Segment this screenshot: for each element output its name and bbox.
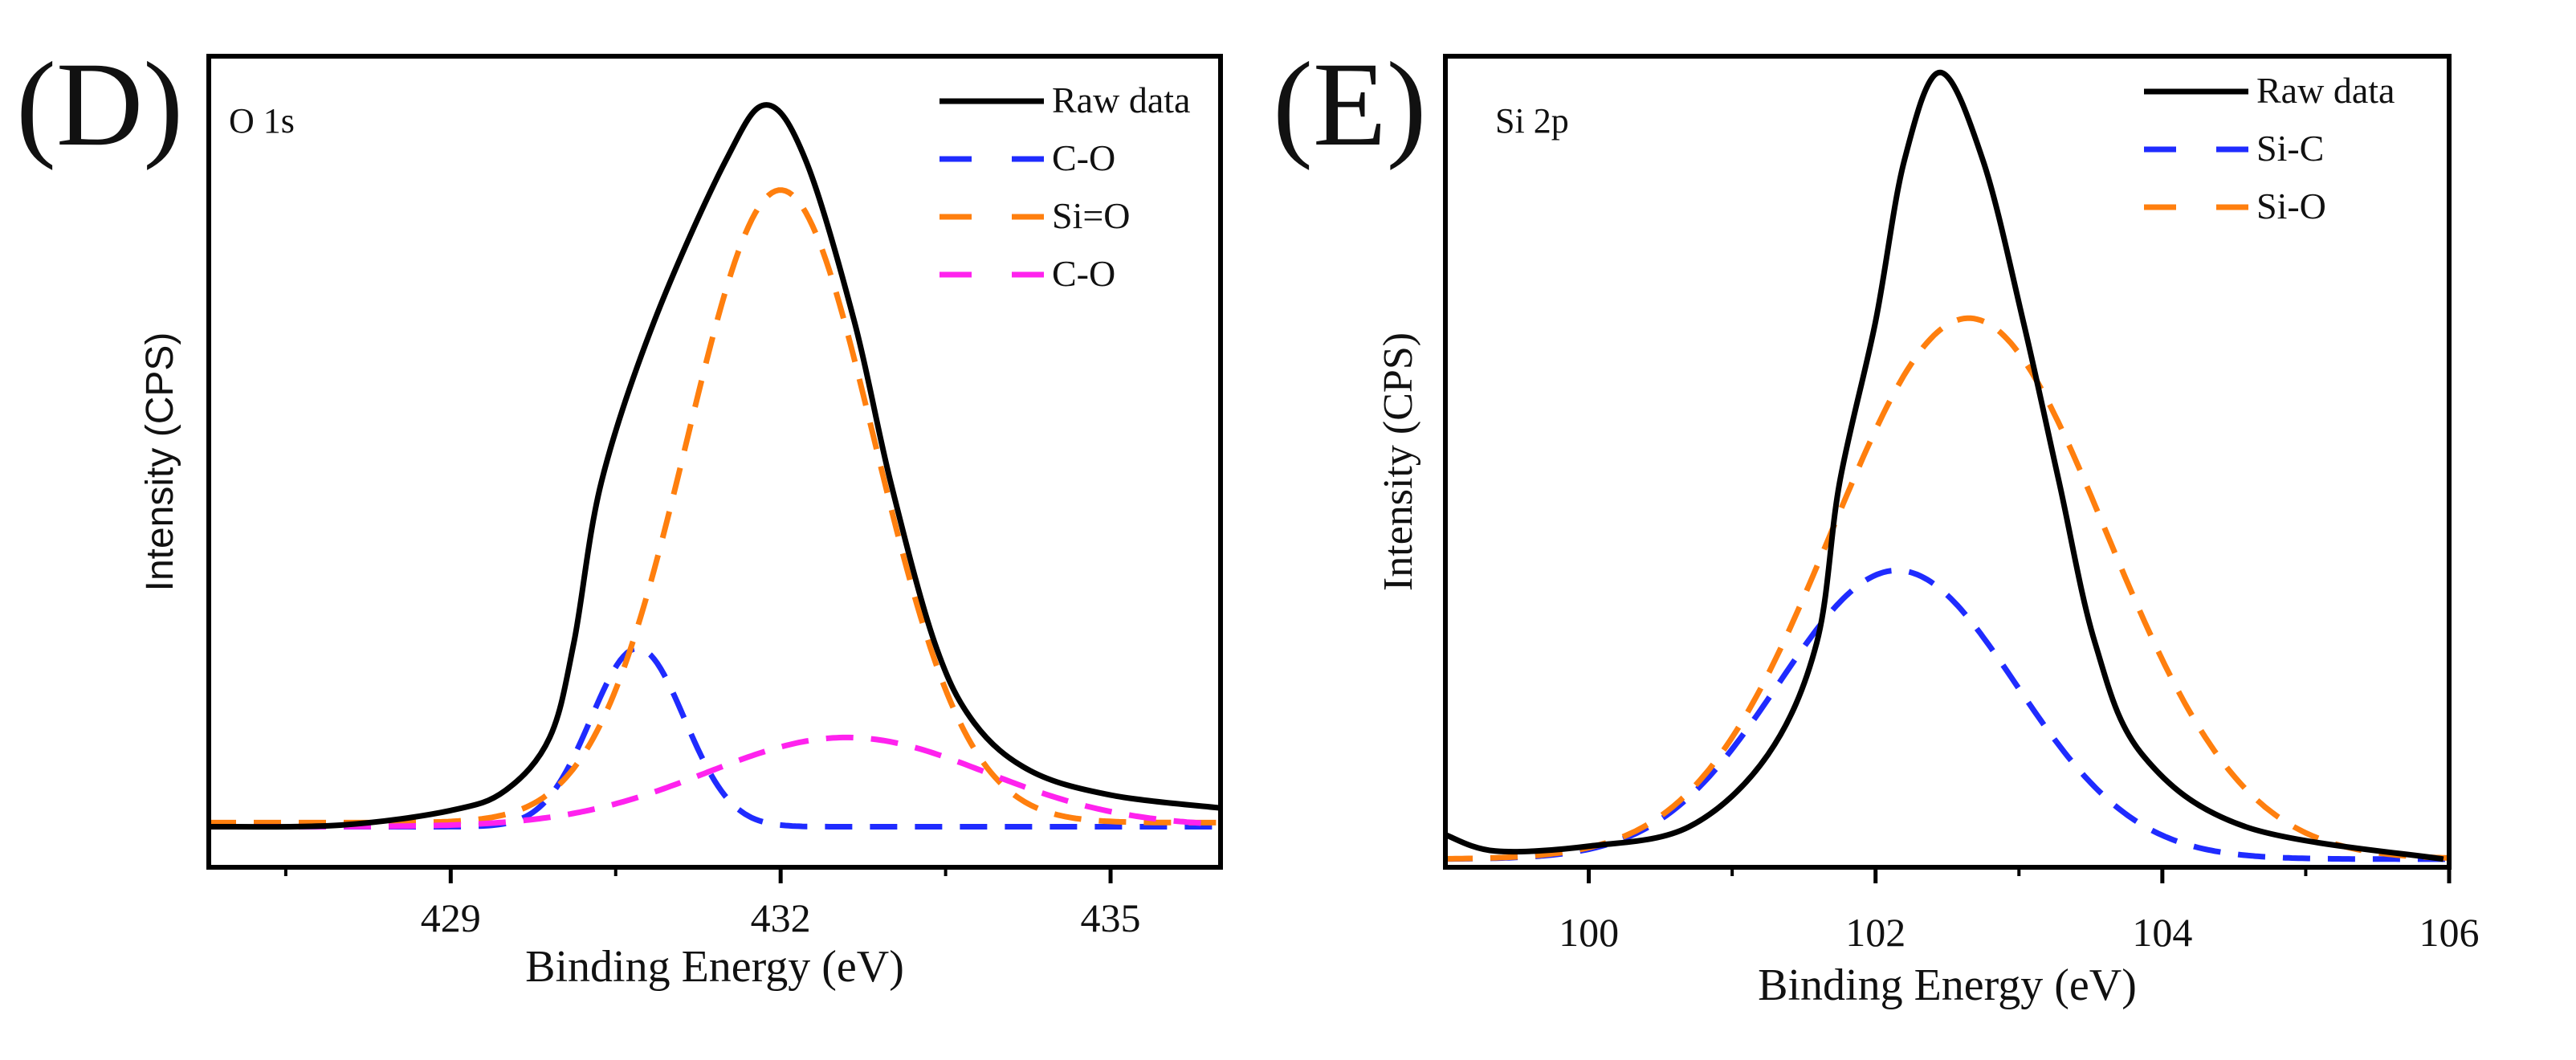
legend-label: C-O — [1052, 253, 1115, 294]
plot-frame — [1443, 54, 2452, 870]
panel-e-si2p: (E) Si 2p Binding Energy (eV) Intensity … — [1273, 38, 2480, 1010]
x-tick-label: 106 — [2419, 910, 2480, 955]
series-line-si-o — [1445, 315, 2449, 862]
legend-label: Si=O — [1052, 195, 1131, 236]
x-axis-label: Binding Energy (eV) — [525, 942, 904, 992]
series-line-si-c — [1445, 567, 2449, 862]
annotation: O 1s — [229, 101, 295, 141]
x-tick-label: 435 — [1081, 895, 1141, 940]
series-line-c-o — [209, 645, 1221, 830]
x-tick-label: 102 — [1845, 910, 1906, 955]
x-tick-label: 429 — [421, 895, 481, 940]
legend-label: Raw data — [1052, 80, 1190, 120]
series-line-c-o — [209, 734, 1221, 830]
legend-label: Si-C — [2256, 128, 2324, 169]
legend: Raw data Si-C Si-O — [2144, 70, 2395, 226]
legend: Raw data C-O Si=O C-O — [940, 80, 1190, 294]
panel-d-o1s: (D) O 1s Binding Energy (eV) Intensity (… — [16, 38, 1223, 992]
legend-label: Si-O — [2256, 186, 2326, 226]
panel-label: (D) — [16, 38, 183, 171]
x-tick-label: 432 — [751, 895, 811, 940]
series-line-raw-data — [209, 102, 1221, 830]
annotation: Si 2p — [1495, 101, 1569, 141]
legend-label: Raw data — [2256, 70, 2395, 111]
legend-label: C-O — [1052, 137, 1115, 178]
plot-area — [209, 102, 1221, 830]
x-tick-label: 104 — [2132, 910, 2192, 955]
y-axis-label: Intensity (CPS) — [139, 332, 181, 592]
x-axis-label: Binding Energy (eV) — [1758, 960, 2137, 1010]
plot-area — [1445, 69, 2449, 862]
plot-frame — [206, 54, 1223, 870]
series-line-raw-data — [1445, 69, 2444, 862]
x-tick-label: 100 — [1559, 910, 1619, 955]
y-axis-label: Intensity (CPS) — [1376, 332, 1421, 591]
panel-label: (E) — [1273, 38, 1427, 171]
